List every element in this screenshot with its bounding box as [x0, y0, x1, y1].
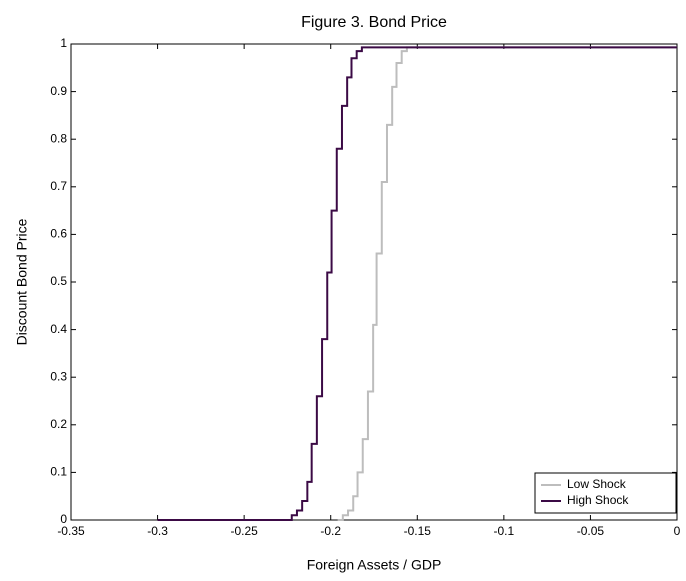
series-line — [337, 46, 677, 521]
y-tick-label: 0.3 — [50, 369, 67, 383]
x-tick-label: -0.2 — [320, 524, 341, 538]
x-tick-label: -0.35 — [57, 524, 85, 538]
y-tick-label: 0.8 — [50, 131, 67, 145]
x-tick-label: -0.05 — [577, 524, 605, 538]
y-tick-label: 0 — [60, 512, 67, 526]
x-axis-label: Foreign Assets / GDP — [307, 557, 442, 573]
legend-label: High Shock — [567, 493, 629, 507]
y-tick-label: 0.6 — [50, 227, 67, 241]
y-tick-label: 0.5 — [50, 274, 67, 288]
y-tick-label: 0.4 — [50, 322, 67, 336]
y-tick-label: 0.2 — [50, 417, 67, 431]
legend-box — [534, 472, 677, 514]
y-tick-label: 0.1 — [50, 465, 67, 479]
x-tick-label: 0 — [674, 524, 681, 538]
y-tick-label: 1 — [60, 36, 67, 50]
y-tick-label: 0.9 — [50, 84, 67, 98]
y-tick-label: 0.7 — [50, 179, 67, 193]
x-tick-label: -0.1 — [494, 524, 515, 538]
legend-label: Low Shock — [567, 477, 627, 491]
x-tick-label: -0.3 — [147, 524, 168, 538]
series-line — [157, 46, 677, 521]
plot-frame — [70, 43, 678, 521]
y-axis-label: Discount Bond Price — [14, 218, 30, 345]
x-tick-label: -0.15 — [404, 524, 432, 538]
x-tick-label: -0.25 — [230, 524, 258, 538]
chart-title: Figure 3. Bond Price — [301, 14, 447, 31]
